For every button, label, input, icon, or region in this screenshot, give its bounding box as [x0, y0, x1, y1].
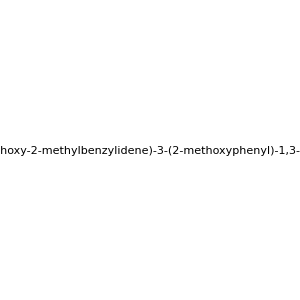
Text: 5-(5-isopropyl-4-methoxy-2-methylbenzylidene)-3-(2-methoxyphenyl)-1,3-thiazolidi: 5-(5-isopropyl-4-methoxy-2-methylbenzyli… [0, 146, 300, 157]
